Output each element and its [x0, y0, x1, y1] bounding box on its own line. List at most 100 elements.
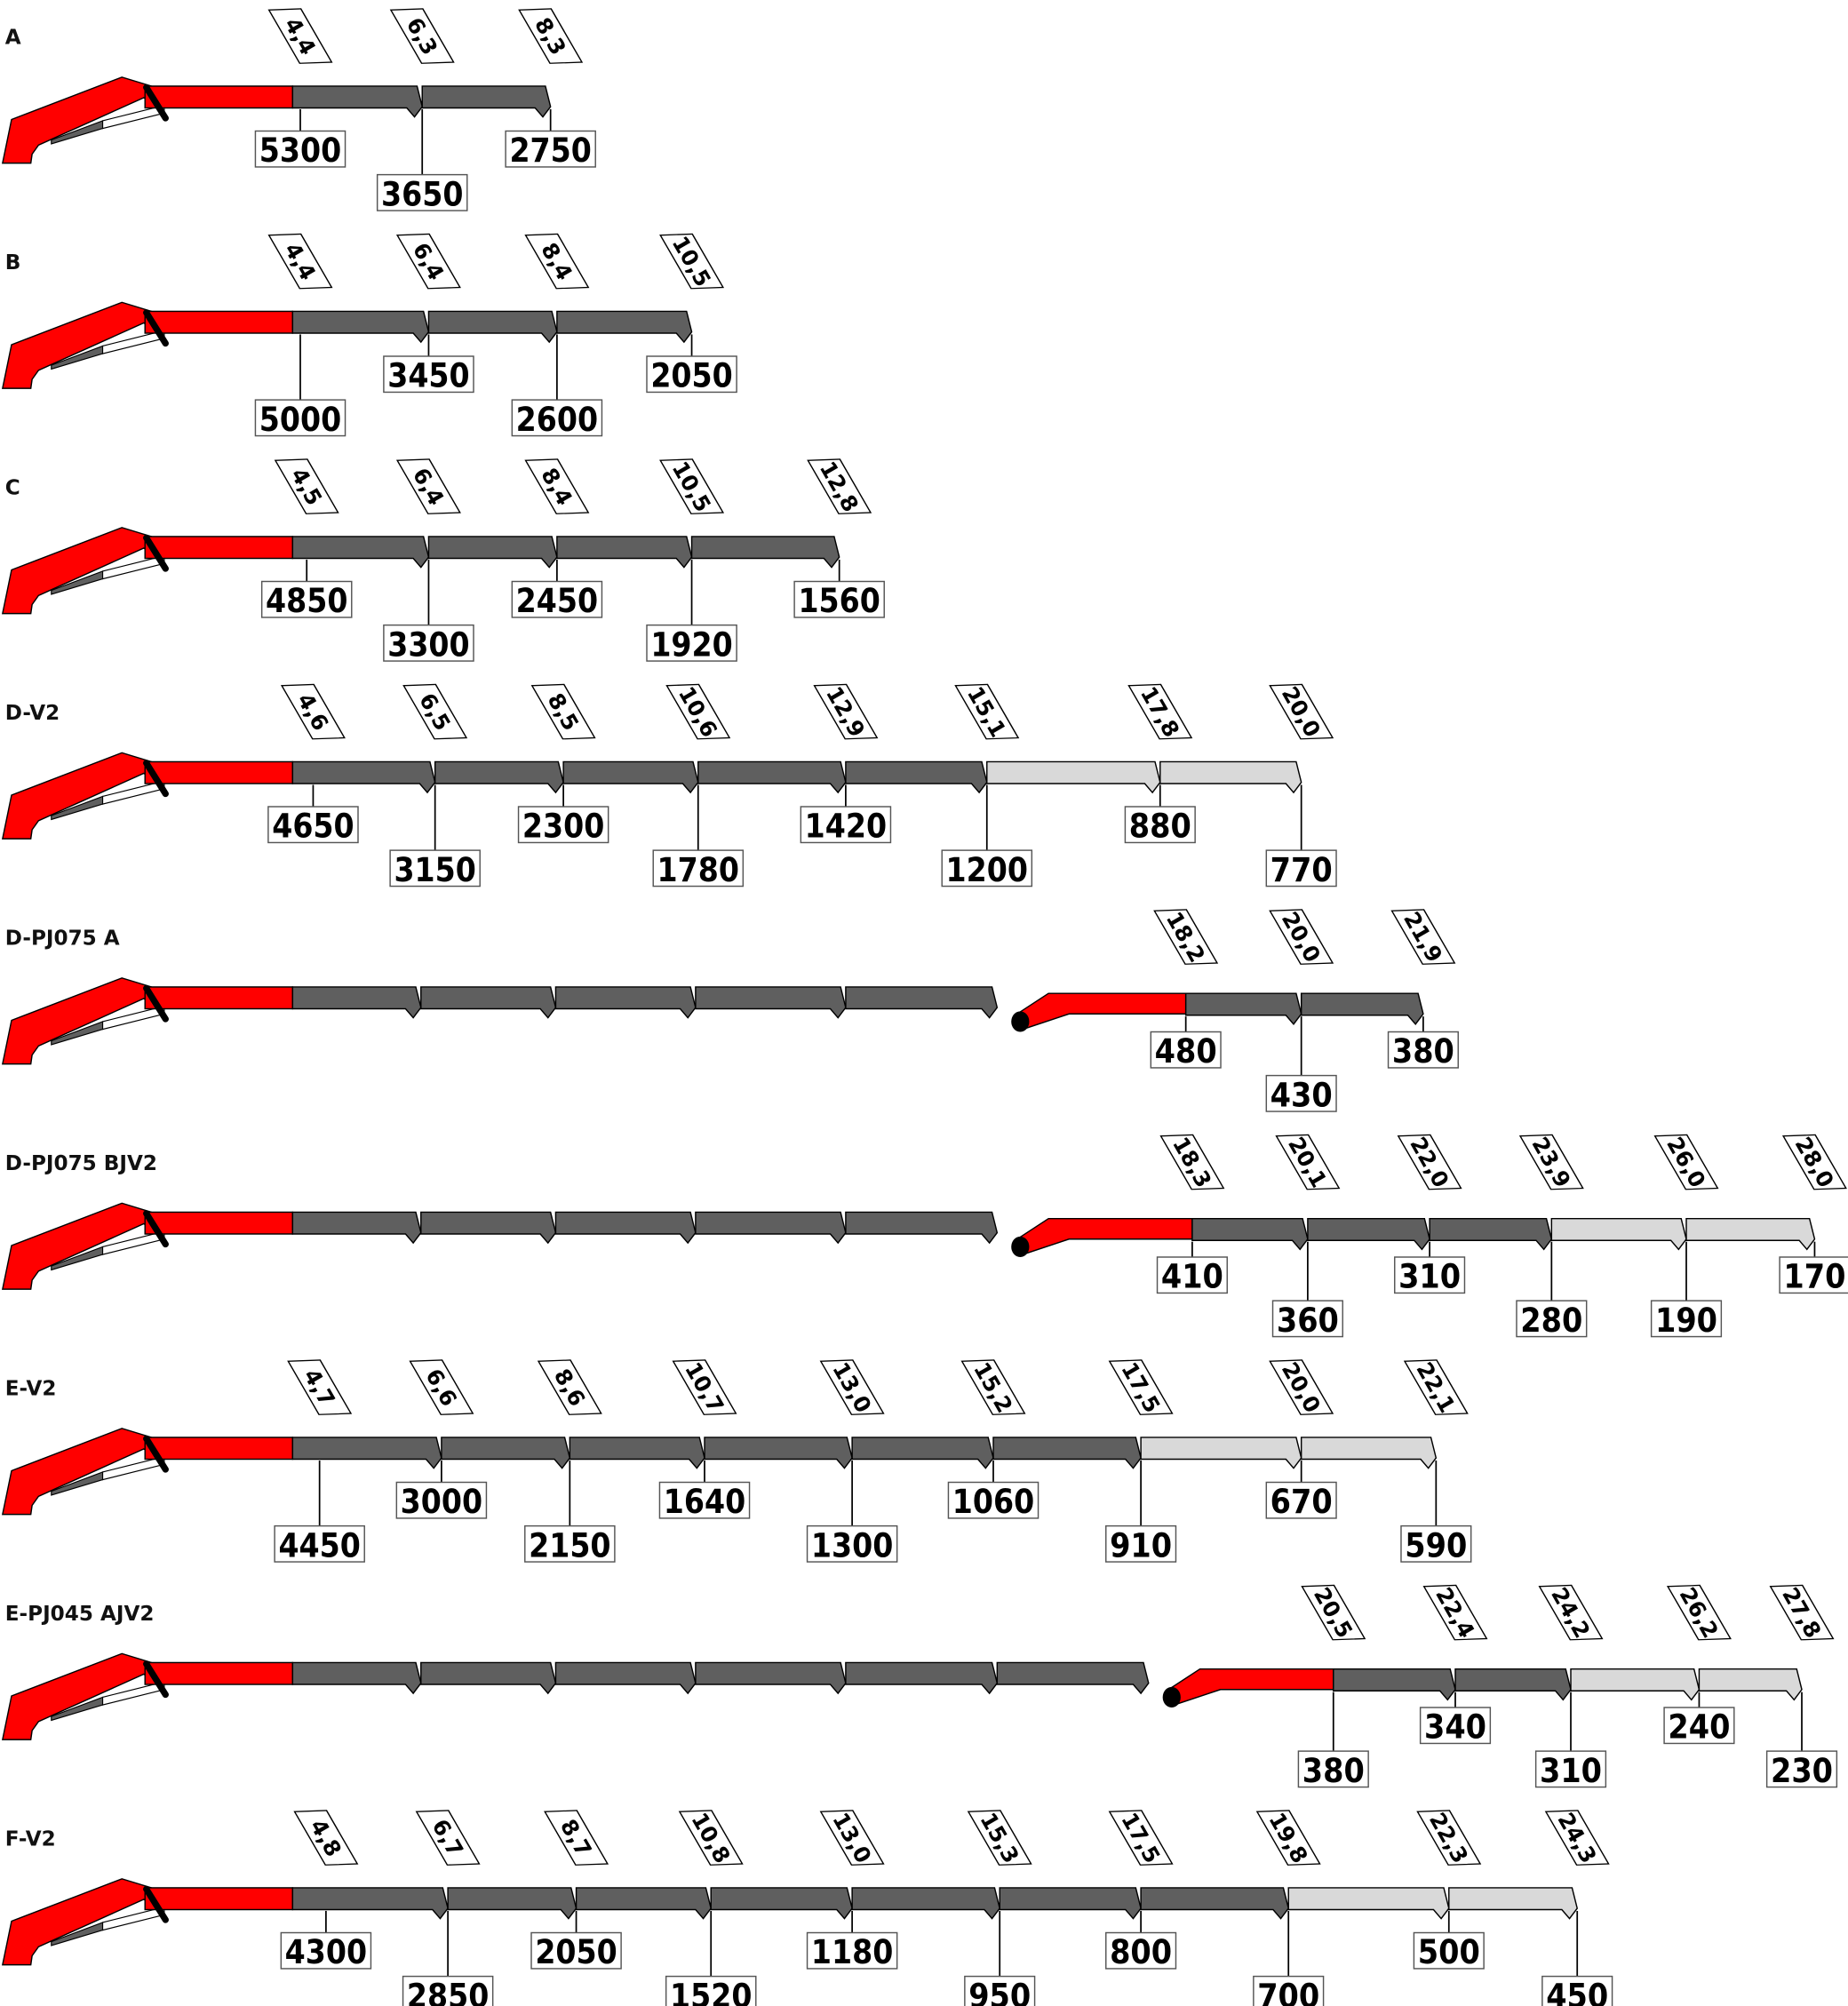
load-value: 1780	[657, 850, 739, 889]
boom-section	[291, 760, 436, 794]
knuckle-boom	[2, 1878, 165, 1966]
boom-section	[434, 760, 564, 794]
load-value: 500	[1418, 1932, 1480, 1971]
inner-boom	[144, 536, 294, 560]
boom-section	[1300, 992, 1424, 1025]
load-box	[806, 1931, 898, 1970]
boom-section	[1550, 1217, 1687, 1251]
outreach-box	[960, 1359, 1026, 1415]
load-box	[383, 355, 474, 394]
outreach-value: 26,0	[1661, 1133, 1710, 1192]
outreach-box	[267, 233, 333, 290]
boom-section	[1184, 992, 1302, 1025]
boom-section	[1159, 760, 1302, 794]
outreach-label: 13,0	[819, 1808, 885, 1867]
row-label: D-PJ075 BJV2	[5, 1152, 157, 1175]
outreach-label: 8,7	[544, 1810, 609, 1866]
outreach-value: 22,4	[1430, 1583, 1479, 1643]
row-label: A	[5, 26, 21, 49]
outreach-value: 17,8	[1135, 682, 1184, 742]
outreach-label: 22,4	[1422, 1583, 1488, 1643]
load-box	[1400, 1524, 1472, 1563]
boom-section	[554, 1661, 697, 1695]
outreach-label: 24,2	[1538, 1583, 1604, 1643]
jib-pivot	[1011, 1011, 1030, 1032]
outreach-label: 10,6	[665, 682, 731, 742]
load-box	[1650, 1300, 1723, 1338]
boom-section	[554, 1211, 697, 1245]
pivot-joint	[143, 84, 169, 122]
inner-boom	[144, 310, 294, 334]
load-box	[1541, 1975, 1613, 2006]
row-label: F-V2	[5, 1827, 56, 1851]
boom-section	[1333, 1668, 1456, 1701]
outreach-box	[1275, 1134, 1341, 1190]
outreach-box	[813, 683, 879, 740]
load-value: 3450	[387, 356, 469, 395]
load-value: 170	[1783, 1257, 1845, 1296]
load-box	[1413, 1931, 1485, 1970]
outreach-value: 15,3	[975, 1808, 1024, 1867]
row-label: E-V2	[5, 1377, 57, 1400]
outreach-value: 22,1	[1411, 1357, 1460, 1417]
load-value: 2750	[509, 131, 591, 170]
outreach-box	[1108, 1359, 1174, 1415]
boom-section	[1570, 1668, 1701, 1701]
outreach-box	[395, 458, 461, 514]
boom-section	[427, 536, 558, 569]
outreach-label: 4,8	[293, 1810, 359, 1866]
row-label: B	[5, 251, 21, 275]
load-box	[793, 580, 885, 618]
outreach-box	[280, 683, 346, 740]
load-value: 360	[1277, 1301, 1339, 1340]
outreach-value: 12,8	[815, 457, 864, 516]
outreach-label: 28,0	[1781, 1133, 1847, 1192]
row-label: C	[5, 476, 20, 499]
outreach-label: 20,1	[1275, 1133, 1341, 1192]
load-box	[1105, 1524, 1177, 1563]
outreach-box	[1269, 909, 1334, 965]
boom-section	[986, 760, 1161, 794]
boom-section	[1454, 1668, 1572, 1701]
load-box	[1534, 1750, 1607, 1788]
outreach-box	[1653, 1134, 1719, 1190]
load-box	[511, 399, 603, 437]
load-value: 380	[1392, 1031, 1454, 1071]
outreach-label: 27,8	[1769, 1583, 1835, 1643]
load-box	[1765, 1750, 1838, 1788]
boom-section	[845, 986, 999, 1019]
row-label: D-PJ075 A	[5, 927, 120, 950]
load-value: 190	[1655, 1301, 1717, 1340]
load-box	[402, 1975, 494, 2006]
load-value: 2850	[407, 1976, 489, 2006]
outreach-label: 26,2	[1666, 1583, 1732, 1643]
outreach-label: 17,8	[1127, 682, 1193, 742]
pivot-joint	[143, 309, 169, 347]
load-value: 950	[968, 1976, 1031, 2006]
outreach-box	[954, 683, 1020, 740]
outreach-value: 20,5	[1309, 1583, 1358, 1643]
jib-pivot	[1011, 1236, 1030, 1257]
outreach-box	[1159, 1134, 1225, 1190]
outreach-box	[672, 1359, 737, 1415]
outreach-box	[678, 1810, 744, 1866]
outreach-box	[1769, 1584, 1835, 1641]
load-box	[1265, 1074, 1337, 1112]
outreach-value: 10,8	[686, 1808, 735, 1867]
load-box	[274, 1524, 365, 1563]
outreach-box	[1269, 683, 1334, 740]
outreach-label: 21,9	[1390, 907, 1456, 967]
load-value: 380	[1302, 1751, 1365, 1790]
boom-section	[845, 1661, 999, 1695]
load-value: 1560	[798, 581, 880, 620]
load-box	[530, 1931, 622, 1970]
load-box	[1394, 1256, 1466, 1294]
load-value: 2600	[516, 400, 598, 439]
load-box	[1150, 1031, 1222, 1069]
outreach-label: 8,5	[530, 683, 596, 740]
load-box	[254, 399, 346, 437]
load-value: 2050	[535, 1932, 617, 1971]
load-value: 880	[1129, 807, 1191, 846]
load-box	[1156, 1256, 1228, 1294]
load-box	[1779, 1256, 1848, 1294]
